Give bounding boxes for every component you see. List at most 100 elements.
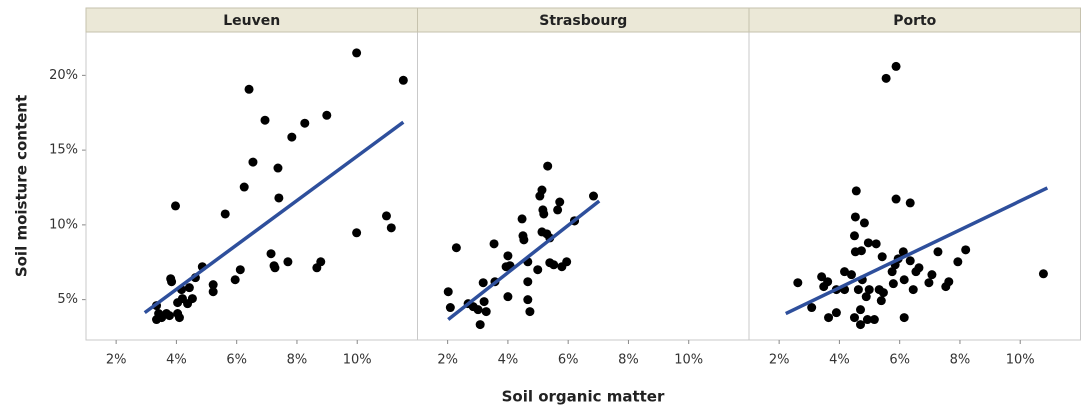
data-point [220, 209, 230, 219]
data-point [549, 260, 559, 270]
data-point [479, 297, 489, 307]
strip [85, 7, 418, 33]
data-point [451, 243, 461, 253]
data-point [173, 298, 183, 308]
data-point [501, 262, 511, 272]
data-point [260, 115, 270, 125]
x-tick-label: 2% [106, 353, 127, 368]
data-point [535, 191, 545, 201]
strip-title: Leuven [223, 13, 280, 29]
data-point [352, 48, 362, 58]
data-point [503, 292, 513, 302]
y-axis-title: Soil moisture content [13, 95, 31, 277]
data-point [961, 245, 971, 255]
data-point [881, 73, 891, 83]
data-point [824, 313, 834, 323]
data-point [856, 305, 866, 315]
data-point [562, 257, 572, 267]
x-tick-label: 2% [769, 353, 790, 368]
y-tick-label: 10% [49, 217, 78, 232]
data-point [861, 292, 871, 302]
data-point [846, 270, 856, 280]
data-point [908, 285, 918, 295]
strip-title: Strasbourg [539, 13, 627, 29]
data-point [793, 278, 803, 288]
data-point [230, 275, 240, 285]
x-tick-label: 4% [829, 353, 850, 368]
x-tick-label: 10% [1006, 353, 1035, 368]
x-tick-label: 10% [343, 353, 372, 368]
x-tick-label: 2% [437, 353, 458, 368]
data-point [519, 235, 529, 245]
y-tick-label: 20% [49, 68, 78, 83]
data-point [856, 320, 866, 330]
data-point [899, 275, 909, 285]
x-axis-title: Soil organic matter [502, 388, 665, 406]
fit-line [143, 120, 405, 315]
data-point [167, 277, 177, 287]
x-tick-label: 6% [558, 353, 579, 368]
data-point [933, 247, 943, 257]
data-point [888, 279, 898, 289]
data-point [273, 163, 283, 173]
data-point [539, 209, 549, 219]
data-point [831, 308, 841, 318]
data-point [174, 313, 184, 323]
data-point [878, 288, 888, 298]
strip [748, 7, 1081, 33]
data-point [898, 247, 908, 257]
data-point [489, 239, 499, 249]
data-point [274, 193, 284, 203]
data-point [266, 249, 276, 259]
panel-background [85, 31, 418, 341]
data-point [381, 211, 391, 221]
x-tick-label: 8% [618, 353, 639, 368]
data-point [817, 272, 827, 282]
data-point [352, 228, 362, 238]
data-point [244, 84, 254, 94]
data-point [187, 294, 197, 304]
data-point [891, 61, 901, 71]
x-tick-label: 4% [166, 353, 187, 368]
data-point [863, 238, 873, 248]
x-tick-label: 6% [889, 353, 910, 368]
x-tick-label: 8% [950, 353, 971, 368]
fit-line [785, 186, 1049, 316]
data-point [322, 110, 332, 120]
data-point [475, 320, 485, 330]
data-point [398, 75, 408, 85]
x-tick-label: 4% [498, 353, 519, 368]
data-point [859, 218, 869, 228]
x-tick-label: 8% [287, 353, 308, 368]
data-point [911, 267, 921, 277]
data-point [171, 201, 181, 211]
data-point [164, 311, 174, 321]
data-point [871, 239, 881, 249]
data-point [239, 182, 249, 192]
y-tick-label: 15% [49, 143, 78, 158]
data-point [443, 287, 453, 297]
data-point [523, 277, 533, 287]
data-point [300, 118, 310, 128]
data-point [840, 267, 850, 277]
data-point [184, 283, 194, 293]
data-point [891, 194, 901, 204]
data-point [864, 285, 874, 295]
data-point [876, 296, 886, 306]
x-tick-label: 6% [226, 353, 247, 368]
data-point [208, 287, 218, 297]
data-point [517, 214, 527, 224]
data-point [503, 251, 513, 261]
data-point [481, 307, 491, 317]
data-point [525, 307, 535, 317]
data-point [941, 282, 951, 292]
data-point [851, 186, 861, 196]
data-point [543, 161, 553, 171]
data-point [849, 313, 859, 323]
data-point [445, 303, 455, 313]
data-point [856, 246, 866, 256]
data-point [208, 280, 218, 290]
fit-line [447, 199, 601, 321]
data-point [468, 302, 478, 312]
